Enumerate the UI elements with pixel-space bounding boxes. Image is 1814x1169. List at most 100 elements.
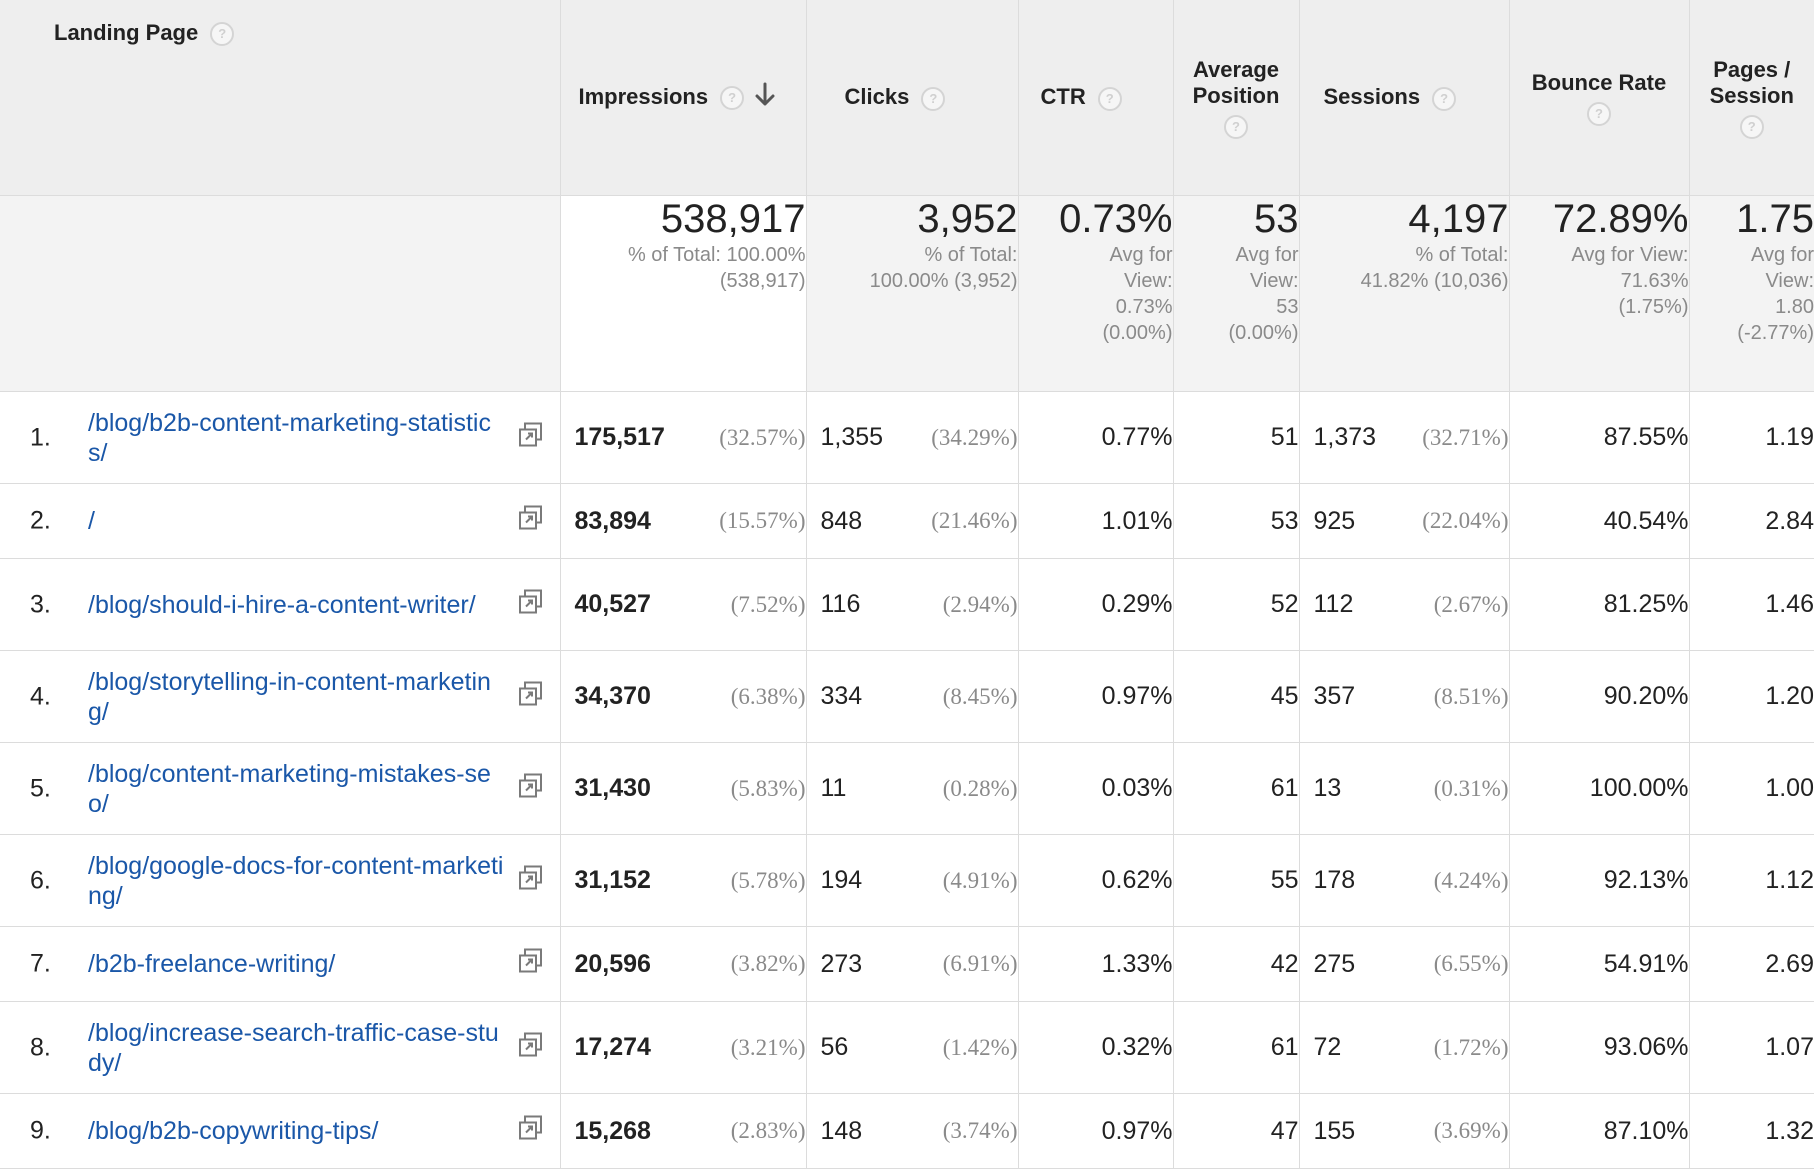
clicks-percent: (1.42%) [943,1035,1018,1061]
clicks-percent: (2.94%) [943,592,1018,618]
summary-note: 1.80 [1690,294,1814,320]
sessions-cell: 275 (6.55%) [1299,927,1509,1002]
open-in-new-window-icon[interactable] [518,772,544,805]
row-index: 5. [30,774,51,803]
ctr-cell: 0.03% [1018,743,1173,835]
header-average-position[interactable]: Average Position? [1173,0,1299,196]
impressions-value: 83,894 [575,507,651,536]
summary-note: 41.82% (10,036) [1300,268,1509,294]
bounce-rate-value: 81.25% [1604,590,1689,618]
position-value: 61 [1271,1033,1299,1061]
landing-page-link[interactable]: /blog/google-docs-for-content-marketing/ [88,851,508,911]
clicks-value: 11 [821,774,847,803]
impressions-cell: 83,894 (15.57%) [560,484,806,559]
landing-page-link[interactable]: /blog/storytelling-in-content-marketing/ [88,667,508,727]
help-icon[interactable]: ? [210,22,234,46]
summary-note: Avg for [1174,242,1299,268]
header-sessions[interactable]: Sessions? [1299,0,1509,196]
summary-impressions: 538,917 % of Total: 100.00% (538,917) [560,196,806,392]
bounce-rate-cell: 87.10% [1509,1094,1689,1169]
impressions-percent: (7.52%) [731,592,806,618]
header-landing-page[interactable]: Landing Page? [0,0,560,196]
sessions-cell: 1,373(32.71%) [1299,392,1509,484]
summary-note: 53 [1174,294,1299,320]
landing-page-cell: 1. /blog/b2b-content-marketing-statistic… [0,392,560,484]
clicks-cell: 11(0.28%) [806,743,1018,835]
header-bounce-rate[interactable]: Bounce Rate? [1509,0,1689,196]
help-icon[interactable]: ? [1224,115,1248,139]
open-in-new-window-icon[interactable] [518,948,544,981]
position-value: 42 [1271,950,1299,978]
row-index: 9. [30,1117,51,1146]
open-in-new-window-icon[interactable] [518,505,544,538]
summary-value: 4,197 [1300,196,1509,242]
header-clicks[interactable]: Clicks? [806,0,1018,196]
landing-page-link[interactable]: /b2b-freelance-writing/ [88,949,508,979]
help-icon[interactable]: ? [1432,87,1456,111]
ctr-cell: 0.29% [1018,559,1173,651]
header-pages-per-session[interactable]: Pages / Session? [1689,0,1814,196]
landing-page-link[interactable]: /blog/b2b-content-marketing-statistics/ [88,408,508,468]
ctr-value: 0.32% [1102,1033,1173,1061]
help-icon[interactable]: ? [1587,102,1611,126]
open-in-new-window-icon[interactable] [518,1031,544,1064]
clicks-value: 116 [821,590,861,619]
table-row: 4. /blog/storytelling-in-content-marketi… [0,651,1814,743]
landing-page-cell: 3. /blog/should-i-hire-a-content-writer/ [0,559,560,651]
summary-average-position: 53 Avg for View: 53 (0.00%) [1173,196,1299,392]
impressions-value: 175,517 [575,423,665,452]
summary-value: 0.73% [1019,196,1173,242]
landing-page-link[interactable]: /blog/content-marketing-mistakes-seo/ [88,759,508,819]
help-icon[interactable]: ? [720,86,744,110]
impressions-percent: (15.57%) [719,508,805,534]
summary-value: 538,917 [561,196,806,242]
summary-pages-per-session: 1.75 Avg for View: 1.80 (-2.77%) [1689,196,1814,392]
table-row: 2. / 83,894(15.57%) 848(21.46%) 1.01% 53… [0,484,1814,559]
header-impressions[interactable]: Impressions? [560,0,806,196]
position-cell: 45 [1173,651,1299,743]
pages-per-session-cell: 1.19 [1689,392,1814,484]
impressions-cell: 31,430(5.83%) [560,743,806,835]
sessions-percent: (6.55%) [1434,951,1509,977]
sessions-cell: 112(2.67%) [1299,559,1509,651]
impressions-cell: 34,370(6.38%) [560,651,806,743]
sessions-percent: (0.31%) [1434,776,1509,802]
impressions-percent: (2.83%) [731,1118,806,1144]
bounce-rate-cell: 92.13% [1509,835,1689,927]
summary-note: (-2.77%) [1690,320,1814,346]
open-in-new-window-icon[interactable] [518,1115,544,1148]
clicks-cell: 116 (2.94%) [806,559,1018,651]
sessions-cell: 925(22.04%) [1299,484,1509,559]
summary-note: 0.73% [1019,294,1173,320]
table-row: 1. /blog/b2b-content-marketing-statistic… [0,392,1814,484]
landing-page-link[interactable]: /blog/should-i-hire-a-content-writer/ [88,590,508,620]
landing-page-link[interactable]: /blog/increase-search-traffic-case-study… [88,1018,508,1078]
header-label: Pages / Session [1690,57,1814,109]
row-index: 1. [30,423,51,452]
open-in-new-window-icon[interactable] [518,421,544,454]
open-in-new-window-icon[interactable] [518,588,544,621]
landing-page-link[interactable]: / [88,506,508,536]
header-row: Landing Page? Impressions? Clicks? CTR? … [0,0,1814,196]
header-ctr[interactable]: CTR? [1018,0,1173,196]
open-in-new-window-icon[interactable] [518,864,544,897]
impressions-cell: 15,268(2.83%) [560,1094,806,1169]
help-icon[interactable]: ? [921,87,945,111]
impressions-value: 20,596 [575,950,651,979]
table-row: 9. /blog/b2b-copywriting-tips/ 15,268(2.… [0,1094,1814,1169]
position-cell: 53 [1173,484,1299,559]
impressions-percent: (32.57%) [719,425,805,451]
data-rows: 1. /blog/b2b-content-marketing-statistic… [0,392,1814,1169]
open-in-new-window-icon[interactable] [518,680,544,713]
ctr-cell: 0.97% [1018,1094,1173,1169]
sort-descending-icon[interactable] [754,82,776,114]
help-icon[interactable]: ? [1740,115,1764,139]
summary-blank [0,196,560,392]
impressions-percent: (3.21%) [731,1035,806,1061]
sessions-value: 275 [1314,950,1356,979]
position-cell: 47 [1173,1094,1299,1169]
landing-page-link[interactable]: /blog/b2b-copywriting-tips/ [88,1116,508,1146]
help-icon[interactable]: ? [1098,87,1122,111]
pages-per-session-cell: 1.20 [1689,651,1814,743]
